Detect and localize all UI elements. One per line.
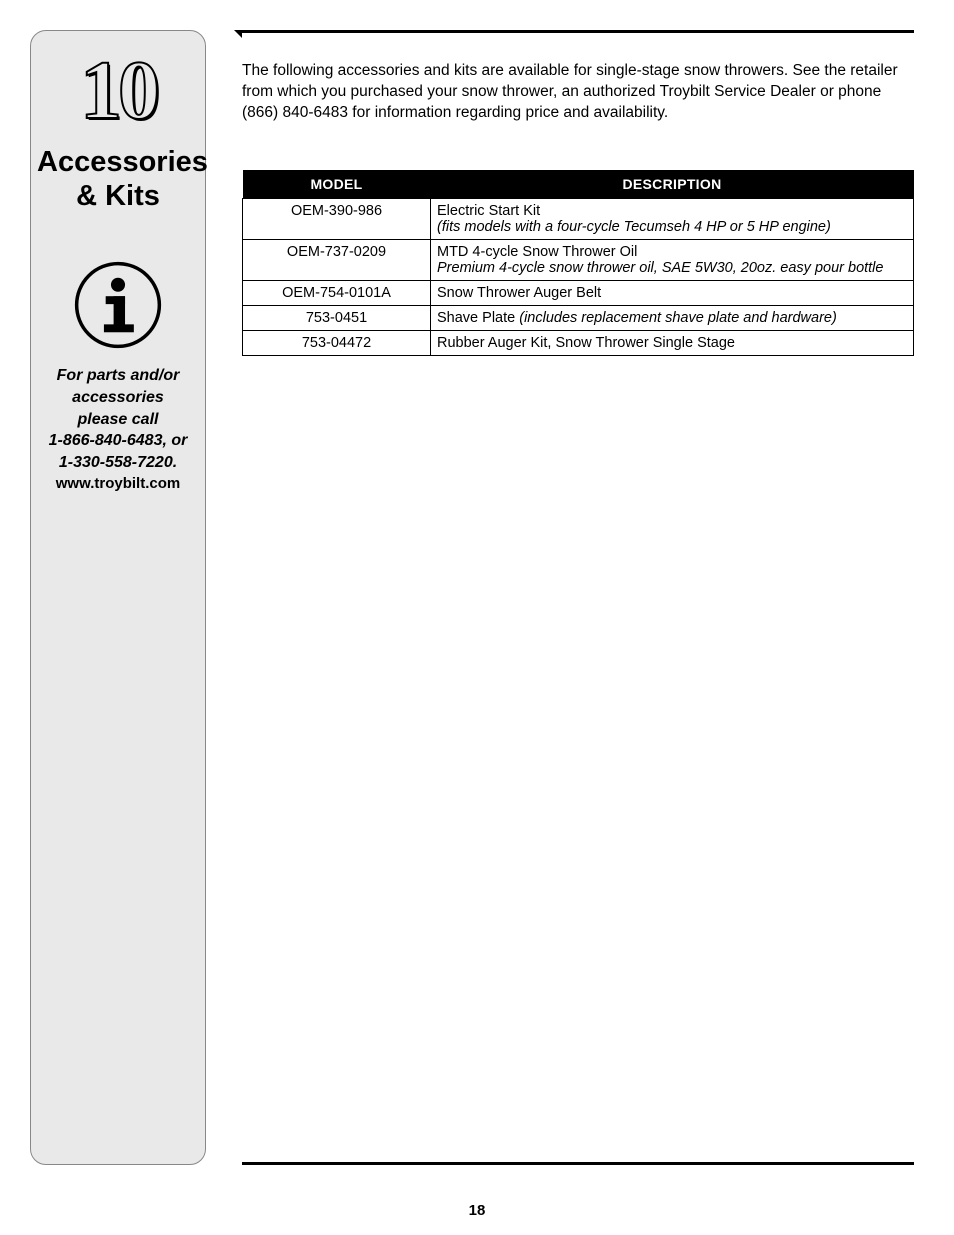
info-icon (74, 261, 162, 349)
contact-url: www.troybilt.com (37, 475, 199, 492)
desc-main: Snow Thrower Auger Belt (437, 285, 601, 301)
intro-paragraph: The following accessories and kits are a… (242, 61, 914, 124)
desc-main: MTD 4-cycle Snow Thrower Oil (437, 244, 637, 260)
contact-line: 1-330-558-7220. (37, 452, 199, 474)
accessories-table: MODEL DESCRIPTION OEM-390-986 Electric S… (242, 170, 914, 356)
cell-model: 753-0451 (243, 305, 431, 330)
bottom-rule (242, 1162, 914, 1165)
two-column-layout: 10 Accessories & Kits For parts and/or a… (30, 30, 914, 1165)
top-rule (242, 30, 914, 33)
table-row: 753-04472 Rubber Auger Kit, Snow Thrower… (243, 330, 914, 355)
desc-main: Shave Plate (437, 310, 519, 326)
contact-block: For parts and/or accessories please call… (37, 365, 199, 492)
main-content: The following accessories and kits are a… (206, 30, 914, 1165)
desc-main: Rubber Auger Kit, Snow Thrower Single St… (437, 335, 735, 351)
desc-sub: (includes replacement shave plate and ha… (519, 310, 837, 326)
desc-sub: Premium 4-cycle snow thrower oil, SAE 5W… (437, 260, 883, 276)
desc-sub: (fits models with a four-cycle Tecumseh … (437, 219, 831, 235)
table-header-model: MODEL (243, 170, 431, 199)
section-title: Accessories & Kits (37, 145, 199, 213)
cell-description: MTD 4-cycle Snow Thrower Oil Premium 4-c… (431, 239, 914, 280)
desc-main: Electric Start Kit (437, 203, 540, 219)
contact-line: please call (37, 409, 199, 431)
cell-model: OEM-737-0209 (243, 239, 431, 280)
cell-description: Rubber Auger Kit, Snow Thrower Single St… (431, 330, 914, 355)
cell-description: Electric Start Kit (fits models with a f… (431, 198, 914, 239)
table-row: OEM-754-0101A Snow Thrower Auger Belt (243, 280, 914, 305)
table-header-row: MODEL DESCRIPTION (243, 170, 914, 199)
table-header-description: DESCRIPTION (431, 170, 914, 199)
section-title-line1: Accessories (37, 146, 208, 178)
section-title-line2: & Kits (76, 180, 160, 212)
cell-description: Snow Thrower Auger Belt (431, 280, 914, 305)
cell-description: Shave Plate (includes replacement shave … (431, 305, 914, 330)
table-row: OEM-390-986 Electric Start Kit (fits mod… (243, 198, 914, 239)
sidebar: 10 Accessories & Kits For parts and/or a… (30, 30, 206, 1165)
table-row: OEM-737-0209 MTD 4-cycle Snow Thrower Oi… (243, 239, 914, 280)
cell-model: OEM-754-0101A (243, 280, 431, 305)
cell-model: 753-04472 (243, 330, 431, 355)
chapter-number: 10 (37, 49, 199, 133)
contact-line: 1-866-840-6483, or (37, 430, 199, 452)
table-row: 753-0451 Shave Plate (includes replaceme… (243, 305, 914, 330)
contact-line: For parts and/or (37, 365, 199, 387)
page: 10 Accessories & Kits For parts and/or a… (0, 0, 954, 1235)
page-number: 18 (0, 1202, 954, 1219)
cell-model: OEM-390-986 (243, 198, 431, 239)
contact-line: accessories (37, 387, 199, 409)
